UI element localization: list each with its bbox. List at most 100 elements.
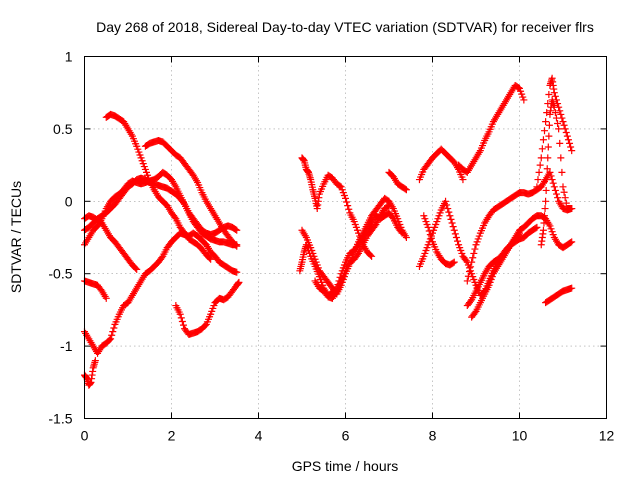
- data-point: [465, 268, 473, 276]
- data-point: [442, 197, 450, 205]
- data-point: [550, 183, 558, 191]
- data-point: [132, 264, 140, 272]
- grid-lines: [84, 56, 607, 419]
- y-tick-label: -0.5: [48, 266, 72, 282]
- data-point: [463, 277, 471, 285]
- data-point: [454, 237, 462, 245]
- data-point: [177, 314, 185, 322]
- data-point: [535, 168, 543, 176]
- data-point: [447, 215, 455, 223]
- data-point: [233, 242, 241, 250]
- series-arc-16: [415, 197, 576, 299]
- data-point: [443, 201, 451, 209]
- y-axis-label: SDTVAR / TECUs: [8, 181, 24, 293]
- data-point: [107, 335, 115, 343]
- data-point: [353, 251, 361, 259]
- series-arc-6: [81, 174, 241, 249]
- data-point: [546, 168, 554, 176]
- data-point: [534, 176, 542, 184]
- data-point: [541, 205, 549, 213]
- data-point: [568, 238, 576, 246]
- data-point: [459, 176, 467, 184]
- data-point: [233, 226, 241, 234]
- x-tick-label: 10: [512, 428, 528, 444]
- data-point: [233, 268, 241, 276]
- data-point: [235, 278, 243, 286]
- data-point: [176, 310, 184, 318]
- y-tick-label: 0.5: [53, 121, 73, 137]
- data-point: [543, 109, 551, 117]
- axis-ticks: 0 2 4 6 8 10 12 -1.5 -1 -0.5 0 0.5 1: [48, 49, 614, 444]
- series-arc-4: [81, 212, 141, 273]
- data-point: [426, 231, 434, 239]
- data-point: [567, 143, 575, 151]
- data-point: [384, 202, 392, 210]
- data-point: [452, 234, 460, 241]
- series-arc-7: [102, 110, 215, 263]
- data-point: [543, 176, 551, 184]
- data-point: [545, 121, 553, 129]
- series-arc-8: [141, 136, 241, 250]
- data-point: [552, 114, 560, 122]
- x-tick-label: 4: [255, 428, 263, 444]
- data-point: [102, 294, 110, 302]
- data-point: [514, 84, 522, 92]
- data-point: [445, 208, 453, 216]
- series-arc-9: [172, 278, 243, 339]
- data-point: [543, 165, 551, 173]
- data-point: [171, 213, 179, 221]
- series-arc-2: [81, 229, 241, 357]
- data-point: [538, 145, 546, 153]
- data-point: [371, 222, 379, 230]
- data-point: [567, 239, 575, 247]
- data-point: [559, 183, 567, 191]
- data-point: [401, 185, 409, 193]
- data-point: [206, 254, 214, 262]
- data-point: [549, 179, 557, 187]
- data-point: [336, 182, 344, 190]
- x-tick-label: 0: [81, 428, 89, 444]
- data-point: [541, 212, 549, 220]
- series-arc-12: [298, 154, 376, 260]
- data-point: [446, 212, 454, 220]
- data-series: [81, 74, 576, 389]
- data-point: [106, 336, 114, 344]
- data-point: [561, 194, 569, 202]
- data-point: [449, 259, 457, 267]
- series-arc-21: [468, 229, 523, 321]
- data-point: [178, 317, 186, 325]
- data-point: [462, 257, 470, 265]
- data-point: [568, 205, 576, 213]
- data-point: [450, 226, 458, 234]
- series-arc-22: [533, 74, 576, 191]
- data-point: [424, 223, 432, 231]
- x-tick-label: 6: [342, 428, 350, 444]
- data-point: [450, 258, 458, 266]
- data-point: [539, 226, 547, 234]
- series-arc-15: [415, 145, 467, 184]
- data-point: [560, 188, 568, 196]
- data-point: [368, 252, 376, 260]
- data-point: [551, 92, 559, 100]
- series-arc-13: [311, 202, 393, 302]
- data-point: [537, 154, 545, 162]
- data-point: [345, 205, 353, 213]
- data-point: [566, 139, 574, 147]
- data-point: [514, 231, 522, 239]
- data-point: [344, 202, 352, 210]
- data-point: [556, 139, 564, 147]
- series-arc-19: [463, 168, 576, 285]
- x-axis-label: GPS time / hours: [292, 458, 399, 474]
- series-arc-18: [455, 81, 528, 176]
- data-point: [544, 143, 552, 151]
- data-point: [108, 331, 116, 339]
- data-point: [568, 147, 576, 155]
- data-point: [467, 263, 475, 271]
- y-tick-label: 1: [65, 49, 73, 65]
- data-point: [471, 245, 479, 253]
- data-point: [232, 241, 240, 249]
- data-point: [557, 154, 565, 162]
- data-point: [555, 125, 563, 133]
- data-point: [402, 186, 410, 194]
